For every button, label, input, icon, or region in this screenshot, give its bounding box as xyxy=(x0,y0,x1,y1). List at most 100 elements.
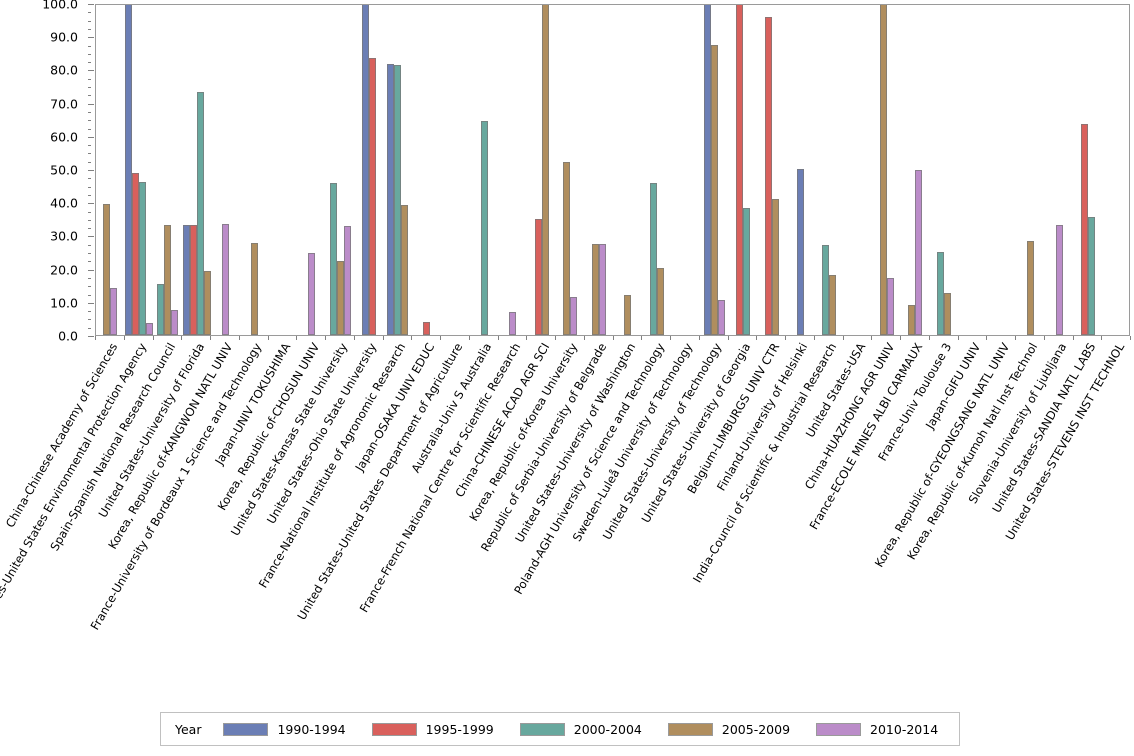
legend-entry[interactable]: 2000-2004 xyxy=(519,721,642,737)
bar xyxy=(182,224,190,335)
y-axis-minor-tick xyxy=(88,87,91,88)
bar xyxy=(1055,225,1063,335)
bar xyxy=(944,293,952,335)
bars-container xyxy=(96,5,1129,335)
chart-legend: Year 1990-1994 1995-1999 2000-2004 2005-200… xyxy=(160,712,960,746)
bar xyxy=(509,311,517,335)
x-axis-tick-mark xyxy=(1130,336,1131,340)
x-axis-tick-mark xyxy=(583,336,585,340)
bar xyxy=(369,58,377,335)
x-axis-tick-mark xyxy=(986,336,988,340)
y-axis-tick-label: 50.0 xyxy=(50,162,78,178)
bar xyxy=(329,183,337,335)
bar xyxy=(764,16,772,335)
bar xyxy=(362,5,370,335)
bar xyxy=(103,204,111,335)
x-axis-tick-mark xyxy=(813,336,815,340)
y-axis-tick-mark xyxy=(88,236,94,238)
x-axis-tick-mark xyxy=(497,336,499,340)
y-axis-minor-tick xyxy=(88,20,91,22)
bar xyxy=(563,161,571,335)
y-axis-tick-label: 30.0 xyxy=(50,228,78,244)
bar xyxy=(735,5,743,335)
x-axis-tick-mark xyxy=(641,336,643,340)
bar xyxy=(703,5,711,335)
y-axis-minor-tick xyxy=(88,253,91,254)
x-axis-tick-mark xyxy=(267,336,269,340)
bar xyxy=(717,299,725,335)
x-axis-tick-mark xyxy=(325,336,326,340)
y-axis-tick-labels: 0.0 10.0 20.0 30.0 40.0 50.0 60.0 70.0 80.0 90.0 1… xyxy=(0,0,94,344)
x-axis-tick-marks xyxy=(95,336,1131,341)
y-axis-minor-tick xyxy=(88,161,91,163)
legend-swatch xyxy=(223,722,269,736)
bar xyxy=(423,322,431,335)
bar xyxy=(171,310,179,335)
bar xyxy=(132,172,140,335)
y-axis-minor-tick xyxy=(88,95,91,97)
bar xyxy=(343,225,351,335)
x-axis-tick-mark xyxy=(727,336,729,340)
bar xyxy=(387,63,395,335)
x-axis-tick-mark xyxy=(555,336,556,340)
y-axis-tick-label: 60.0 xyxy=(50,129,78,145)
y-axis-tick-label: 20.0 xyxy=(50,262,78,278)
x-axis-tick-mark xyxy=(871,336,873,340)
legend-label: 2000-2004 xyxy=(573,721,642,737)
legend-swatch xyxy=(816,722,862,736)
bar xyxy=(570,297,578,335)
y-axis-minor-tick xyxy=(88,145,91,147)
bar xyxy=(592,244,600,335)
y-axis-minor-tick xyxy=(88,62,91,64)
legend-label: 2005-2009 xyxy=(721,721,791,737)
y-axis-minor-tick xyxy=(88,244,91,246)
legend-entry[interactable]: 2010-2014 xyxy=(816,722,938,737)
y-axis-minor-tick xyxy=(88,319,91,321)
y-axis-minor-tick xyxy=(88,294,91,296)
y-axis-minor-tick xyxy=(88,153,91,155)
bar xyxy=(157,284,165,335)
x-axis-tick-mark xyxy=(1015,336,1016,340)
bar xyxy=(125,5,133,335)
bar xyxy=(822,245,830,335)
bar xyxy=(308,253,316,335)
x-axis-tick-mark xyxy=(756,336,758,340)
bar xyxy=(394,65,402,335)
bar xyxy=(139,182,147,335)
bar xyxy=(250,243,258,335)
bar xyxy=(796,169,804,335)
bar xyxy=(480,121,488,335)
legend-label: 2010-2014 xyxy=(870,721,939,737)
x-axis-tick-mark xyxy=(612,336,614,340)
y-axis-tick-label: 80.0 xyxy=(50,62,78,78)
y-axis-minor-tick xyxy=(88,128,91,130)
bar xyxy=(146,323,154,335)
legend-swatch xyxy=(371,722,417,736)
x-axis-tick-mark xyxy=(957,336,959,340)
x-axis-tick-mark xyxy=(382,336,384,340)
bar xyxy=(624,294,632,335)
y-axis-minor-tick xyxy=(88,12,91,14)
legend-entry[interactable]: 2005-2009 xyxy=(667,721,791,737)
bar xyxy=(534,219,542,335)
bar xyxy=(915,169,923,335)
y-axis-tick-mark xyxy=(88,37,94,39)
bar xyxy=(656,268,664,335)
bar xyxy=(189,224,197,335)
x-axis-tick-mark xyxy=(123,336,125,340)
legend-entry[interactable]: 1990-1994 xyxy=(223,722,346,737)
x-axis-tick-mark xyxy=(95,336,96,340)
legend-label: 1995-1999 xyxy=(425,721,494,737)
legend-swatch xyxy=(519,722,565,736)
x-axis-tick-mark xyxy=(210,336,211,340)
bar xyxy=(196,91,204,335)
y-axis-tick-label: 100.0 xyxy=(42,0,78,12)
bar xyxy=(771,198,779,335)
x-axis-tick-mark xyxy=(785,336,786,340)
legend-entry[interactable]: 1995-1999 xyxy=(371,721,494,737)
x-axis-tick-mark xyxy=(670,336,671,340)
x-axis-tick-mark xyxy=(238,336,240,340)
bar xyxy=(1080,124,1088,335)
y-axis-minor-tick xyxy=(88,286,91,288)
bar xyxy=(336,260,344,335)
